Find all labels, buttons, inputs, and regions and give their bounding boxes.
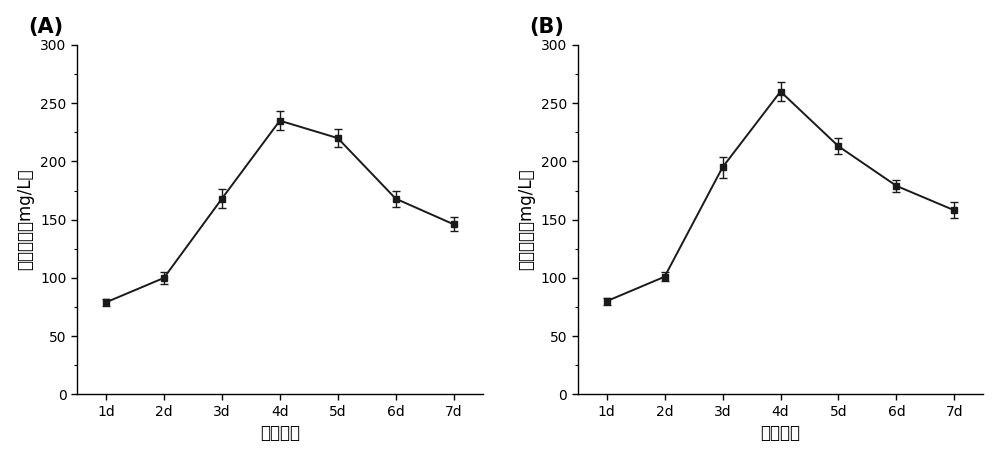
Text: (A): (A): [28, 17, 63, 37]
X-axis label: 表达时间: 表达时间: [761, 424, 801, 442]
Y-axis label: 蛋白含量（mg/L）: 蛋白含量（mg/L）: [17, 169, 35, 270]
Y-axis label: 蛋白含量（mg/L）: 蛋白含量（mg/L）: [517, 169, 535, 270]
Text: (B): (B): [529, 17, 564, 37]
X-axis label: 表达时间: 表达时间: [260, 424, 300, 442]
